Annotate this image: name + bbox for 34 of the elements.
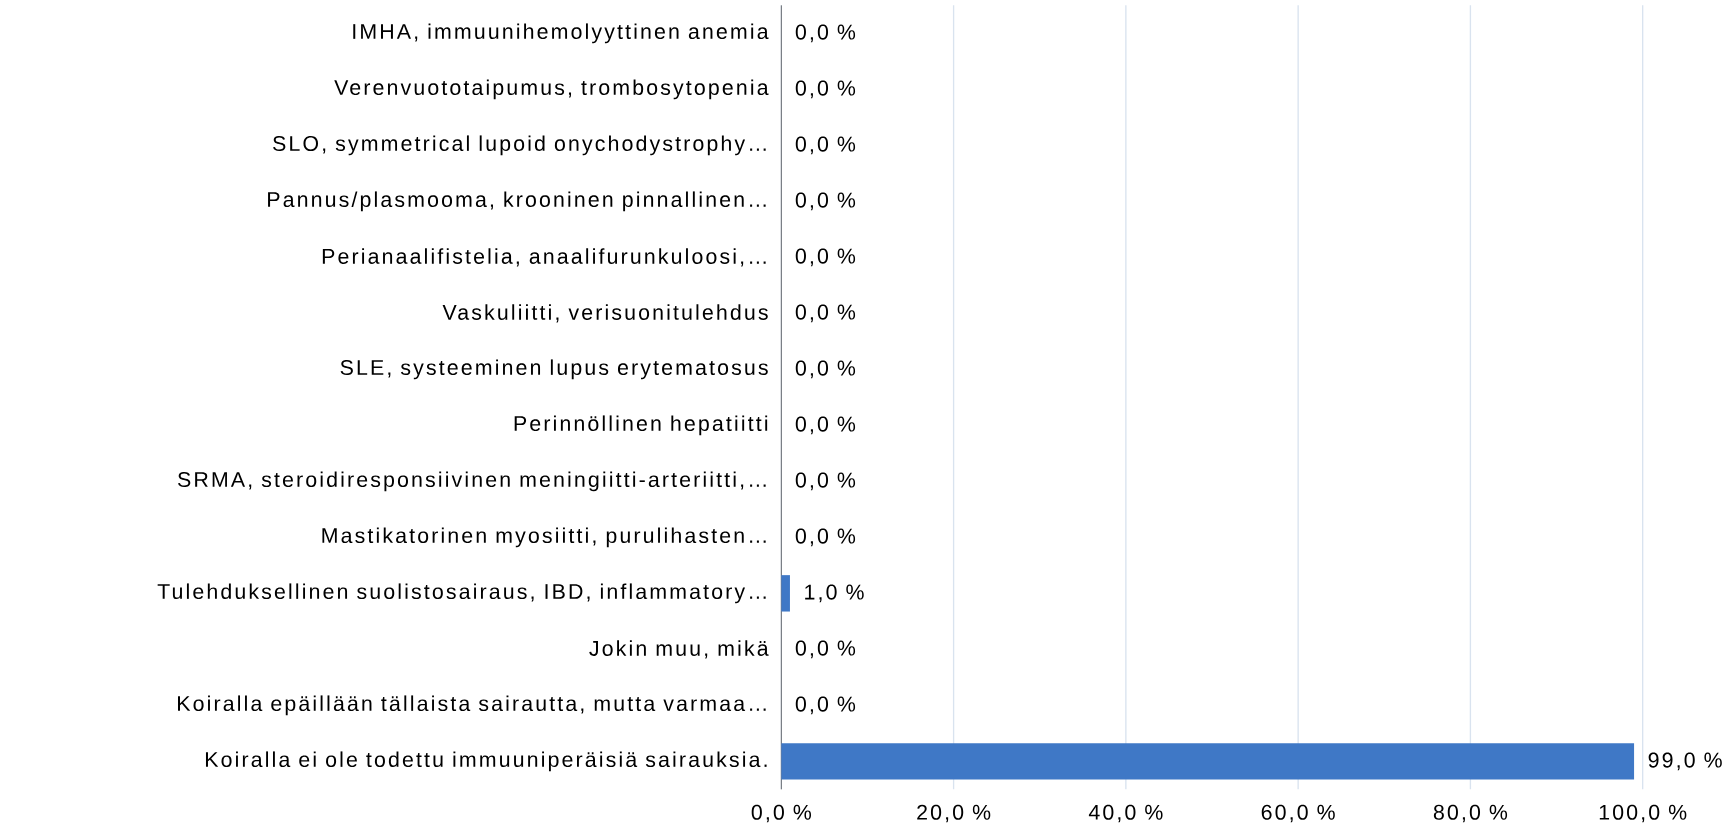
y-tick-label: Koiralla ei ole todettu immuuniperäisiä sairauksia. xyxy=(205,751,767,772)
data-label: 0,0 % xyxy=(795,416,856,435)
data-label: 0,0 % xyxy=(795,248,856,267)
data-label: 0,0 % xyxy=(795,640,856,659)
data-label: 0,0 % xyxy=(795,696,856,715)
y-tick-label: Pannus/plasmooma, krooninen pinnallinen… xyxy=(268,191,766,212)
data-label: 0,0 % xyxy=(795,24,856,43)
y-tick-label: Koiralla epäillään tällaista sairautta, mutta varmaa… xyxy=(178,695,766,716)
y-tick-label: Jokin muu, mikä xyxy=(589,640,769,659)
y-tick-label: Tulehduksellinen suolistosairaus, IBD, inflammatory… xyxy=(157,583,766,604)
data-label: 0,0 % xyxy=(795,192,856,211)
y-tick-label: Perianaalifistelia, anaalifurunkuloosi,… xyxy=(322,248,766,267)
data-label: 0,0 % xyxy=(795,528,856,547)
y-tick-label: Perinnöllinen hepatiitti xyxy=(514,415,768,436)
y-tick-label: SRMA, steroidiresponsiivinen meningiitti-arteriitti,… xyxy=(178,471,766,492)
x-tick-label: 0,0 % xyxy=(751,804,812,823)
x-tick-label: 40,0 % xyxy=(1088,804,1163,823)
y-tick-label: IMHA, immuunihemolyyttinen anemia xyxy=(353,23,769,44)
data-label: 99,0 % xyxy=(1648,752,1722,771)
data-label: 1,0 % xyxy=(805,584,864,603)
data-label: 0,0 % xyxy=(795,304,856,323)
data-label: 0,0 % xyxy=(795,472,856,491)
x-tick-label: 100,0 % xyxy=(1599,804,1687,823)
data-label: 0,0 % xyxy=(795,360,856,379)
x-tick-label: 20,0 % xyxy=(917,804,991,823)
x-tick-label: 60,0 % xyxy=(1261,804,1335,823)
y-tick-label: SLE, systeeminen lupus erytematosus xyxy=(340,359,768,380)
x-tick-label: 80,0 % xyxy=(1433,804,1508,823)
data-label: 0,0 % xyxy=(795,80,856,99)
y-tick-label: SLO, symmetrical lupoid onychodystrophy… xyxy=(273,135,766,156)
data-label: 0,0 % xyxy=(795,136,856,155)
y-tick-label: Mastikatorinen myosiitti, purulihasten… xyxy=(322,527,766,548)
y-tick-label: Vaskuliitti, verisuonitulehdus xyxy=(442,304,768,323)
y-tick-label: Verenvuototaipumus, trombosytopenia xyxy=(334,79,769,100)
